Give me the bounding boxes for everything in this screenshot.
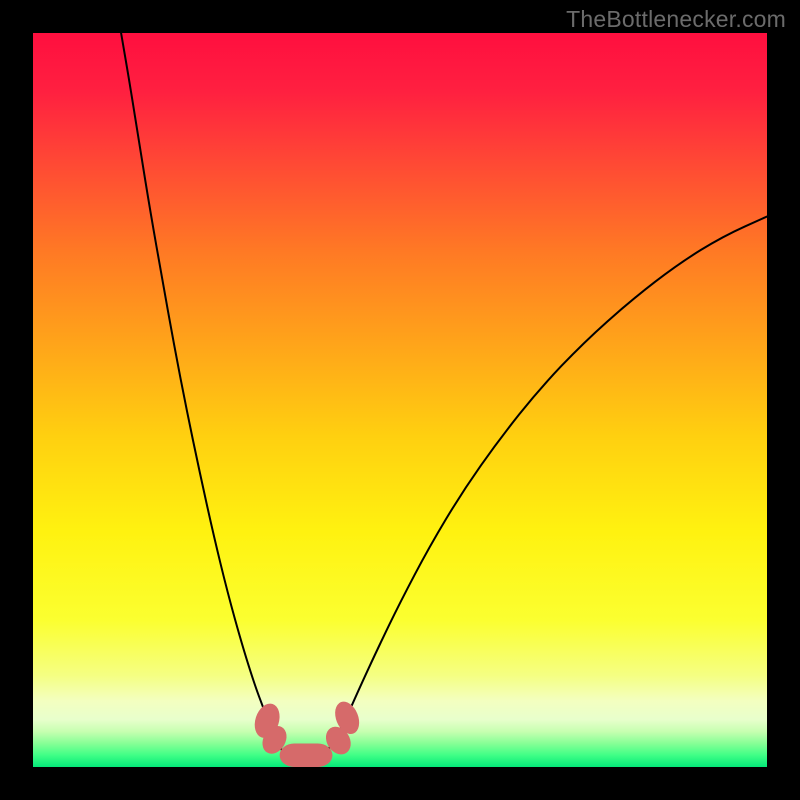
bottleneck-curve-chart — [33, 33, 767, 767]
trough-flat-segment — [280, 744, 333, 767]
watermark-text: TheBottlenecker.com — [566, 6, 786, 33]
gradient-background — [33, 33, 767, 767]
plot-area — [33, 33, 767, 767]
figure-root: TheBottlenecker.com — [0, 0, 800, 800]
